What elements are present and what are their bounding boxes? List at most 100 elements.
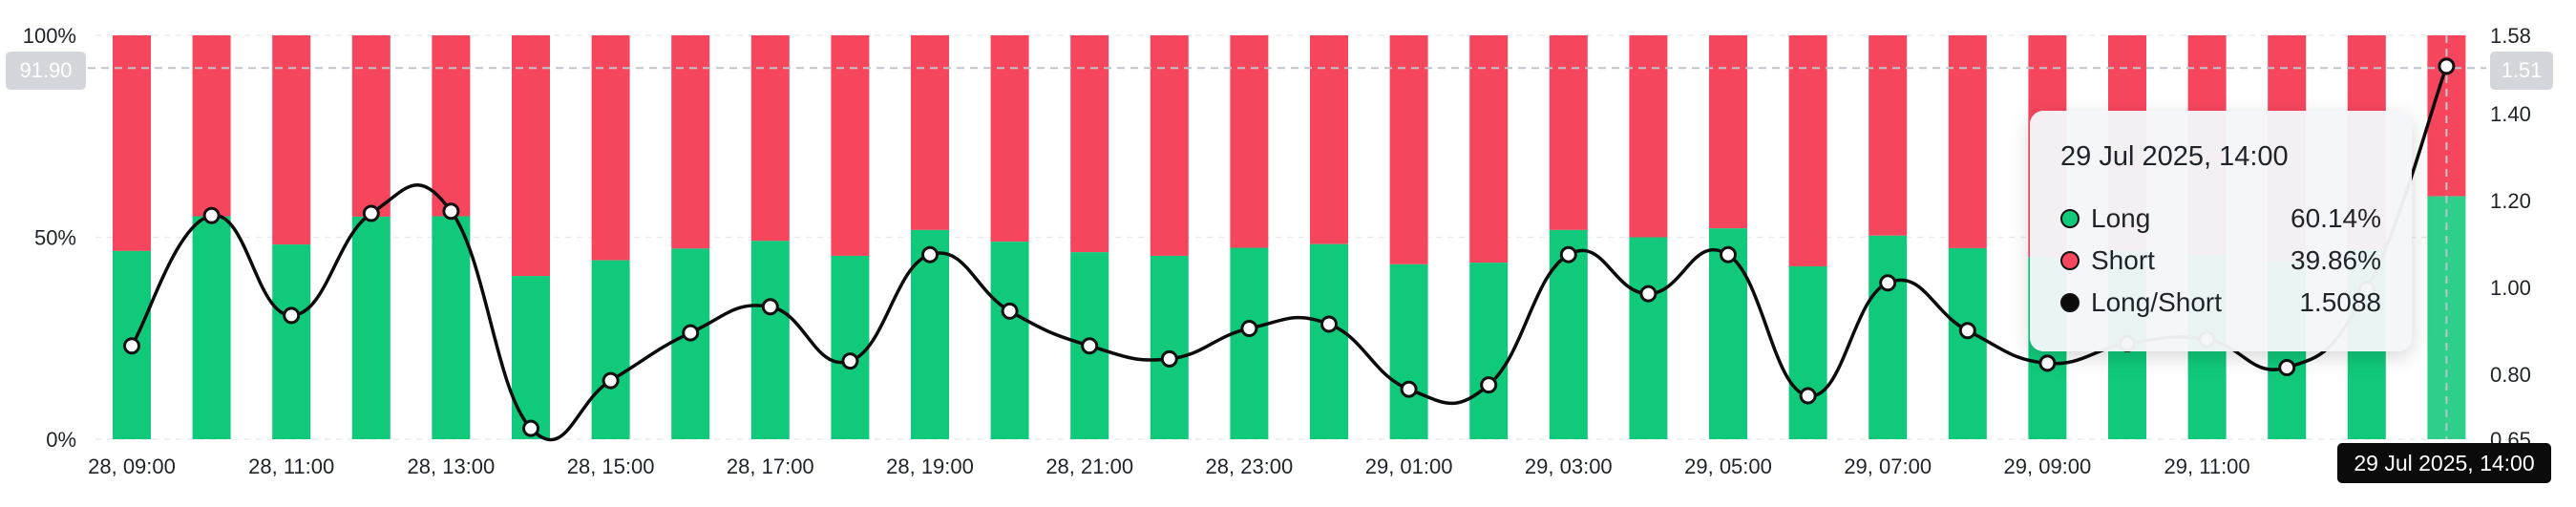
tooltip-row-long: Long 60.14% [2060,198,2381,240]
tooltip-label: Long/Short [2091,287,2222,317]
short-bar [1150,35,1189,256]
short-bar [351,35,391,217]
ratio-point [921,245,939,264]
long-bar [1310,243,1348,439]
tooltip-label: Long [2091,203,2151,233]
short-bar [1629,35,1668,238]
ratio-point [2038,354,2057,372]
x-tick-label: 29, 07:00 [1844,454,1932,478]
tooltip-value: 60.14% [2291,203,2381,233]
short-bar [113,35,151,251]
long-bar [1948,247,1987,439]
short-bar [192,35,231,217]
tooltip-value: 39.86% [2291,245,2381,275]
long-bar [1869,235,1908,439]
x-tick-label: 29, 11:00 [2164,454,2250,478]
ratio-point [522,419,539,437]
tooltip: 29 Jul 2025, 14:00 Long 60.14% Short 39.… [2030,111,2412,351]
long-bar [351,216,391,439]
x-tick-label: 28, 21:00 [1045,454,1133,478]
ratio-point [2278,358,2296,376]
short-bar [750,35,790,242]
long-bar [432,216,471,439]
short-bar [911,35,949,230]
ratio-point [1480,376,1498,394]
long-bar [1389,264,1428,439]
ratio-point [1320,315,1338,333]
short-bar [432,35,471,217]
y-right-tick-label: 0.80 [2490,363,2531,387]
ratio-point [1400,380,1418,398]
y-left-tick-label: 100% [23,24,76,48]
short-bar [272,35,311,245]
x-tick-label: 29, 05:00 [1684,454,1772,478]
y-left-tick-label: 0% [46,428,76,452]
long-bar [1629,237,1668,439]
tooltip-value: 1.5088 [2299,287,2381,317]
ratio-point [1160,349,1178,368]
long-bar [591,260,630,439]
long-bar [1150,255,1189,439]
tooltip-title: 29 Jul 2025, 14:00 [2060,141,2289,172]
ratio-point [283,306,301,325]
crosshair [88,35,2486,439]
y-right-tick-label: 1.00 [2490,276,2531,300]
long-bar [1230,247,1269,439]
y-axis-left: 100% 50% 0% [23,24,76,452]
short-bar [1788,35,1827,266]
grid [95,34,2444,440]
long-bar [192,216,231,439]
short-bar [591,35,630,261]
ratio-point [1958,322,1976,340]
ratio-line-group [123,57,2456,442]
ratio-point [602,371,620,390]
long-bar [990,242,1029,439]
short-bar [512,35,550,277]
x-tick-label: 28, 09:00 [88,454,176,478]
short-bar [1310,35,1348,244]
tooltip-row-short: Short 39.86% [2060,240,2381,282]
short-bar [990,35,1029,243]
ratio-point [202,206,221,224]
long-bar [1709,228,1747,439]
ratio-point [1720,245,1737,264]
x-tick-label: 29, 09:00 [2004,454,2092,478]
short-bar [1709,35,1747,229]
short-bar [831,35,870,256]
ratio-point [1879,274,1897,292]
long-legend-dot [2060,209,2080,228]
crosshair-time-label: 29 Jul 2025, 14:00 [2337,443,2551,483]
ratio-point [1001,302,1019,320]
short-bar [1070,35,1109,253]
ratio-point [2438,57,2456,75]
ratio-point [1799,387,1817,405]
long-bar [750,241,790,439]
ratio-point [761,298,779,316]
ratio-point [1240,320,1258,338]
long-bar [831,255,870,439]
short-bar [1389,35,1428,264]
crosshair-right-value: 1.51 [2490,52,2553,90]
y-right-tick-label: 1.40 [2490,102,2531,126]
ratio-point [1081,337,1099,355]
x-tick-label: 29, 03:00 [1525,454,1613,478]
y-right-tick-label: 1.58 [2490,24,2531,48]
short-bar [1469,35,1509,264]
ratio-point [841,352,859,370]
x-tick-label: 29, 01:00 [1365,454,1453,478]
crosshair-left-value: 91.90 [6,52,86,90]
x-tick-label: 28, 15:00 [567,454,655,478]
ratio-point [1639,285,1658,303]
short-bar [1869,35,1908,236]
x-tick-label: 28, 23:00 [1206,454,1294,478]
x-tick-label: 28, 19:00 [886,454,974,478]
long-bar [671,248,710,439]
long-bar [272,244,311,439]
y-left-tick-label: 50% [34,226,76,250]
ratio-point [442,202,460,221]
short-bar [1549,35,1588,230]
short-bar [671,35,710,249]
ratio-point [682,324,700,342]
ratio-point [1559,245,1577,264]
x-tick-label: 28, 11:00 [248,454,334,478]
